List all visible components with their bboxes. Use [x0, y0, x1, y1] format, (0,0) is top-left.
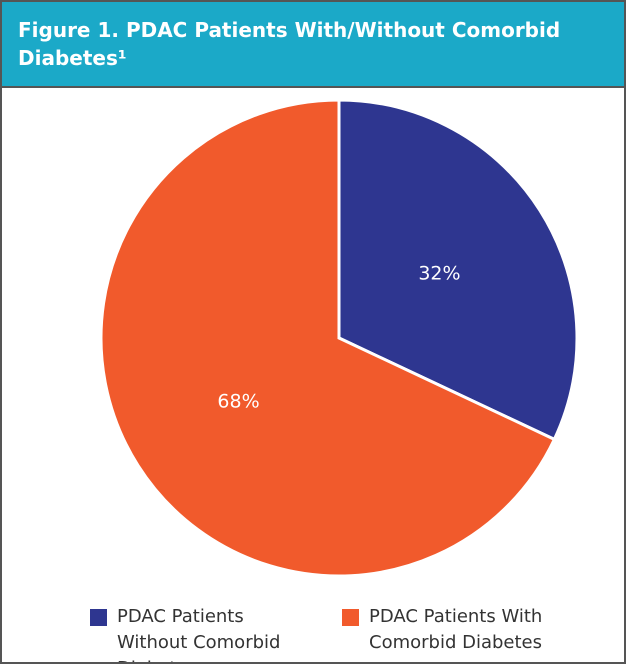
legend-entry: PDAC Patients With Comorbid Diabetes [342, 604, 559, 656]
legend-label: PDAC Patients With Comorbid Diabetes [369, 606, 543, 653]
header: Figure 1. PDAC Patients With/Without Com… [2, 2, 624, 88]
pie-slice [337, 98, 579, 442]
legend-label: PDAC Patients Without Comorbid Diabetes [117, 606, 281, 662]
legend-swatch [342, 609, 359, 626]
legend-entry: PDAC Patients Without Comorbid Diabetes [90, 604, 307, 662]
pie-slice [99, 98, 557, 578]
slice-label: 68% [217, 390, 259, 412]
chart-title: Figure 1. PDAC Patients With/Without Com… [18, 18, 561, 70]
slice-label: 32% [418, 263, 460, 285]
legend-swatch [90, 609, 107, 626]
